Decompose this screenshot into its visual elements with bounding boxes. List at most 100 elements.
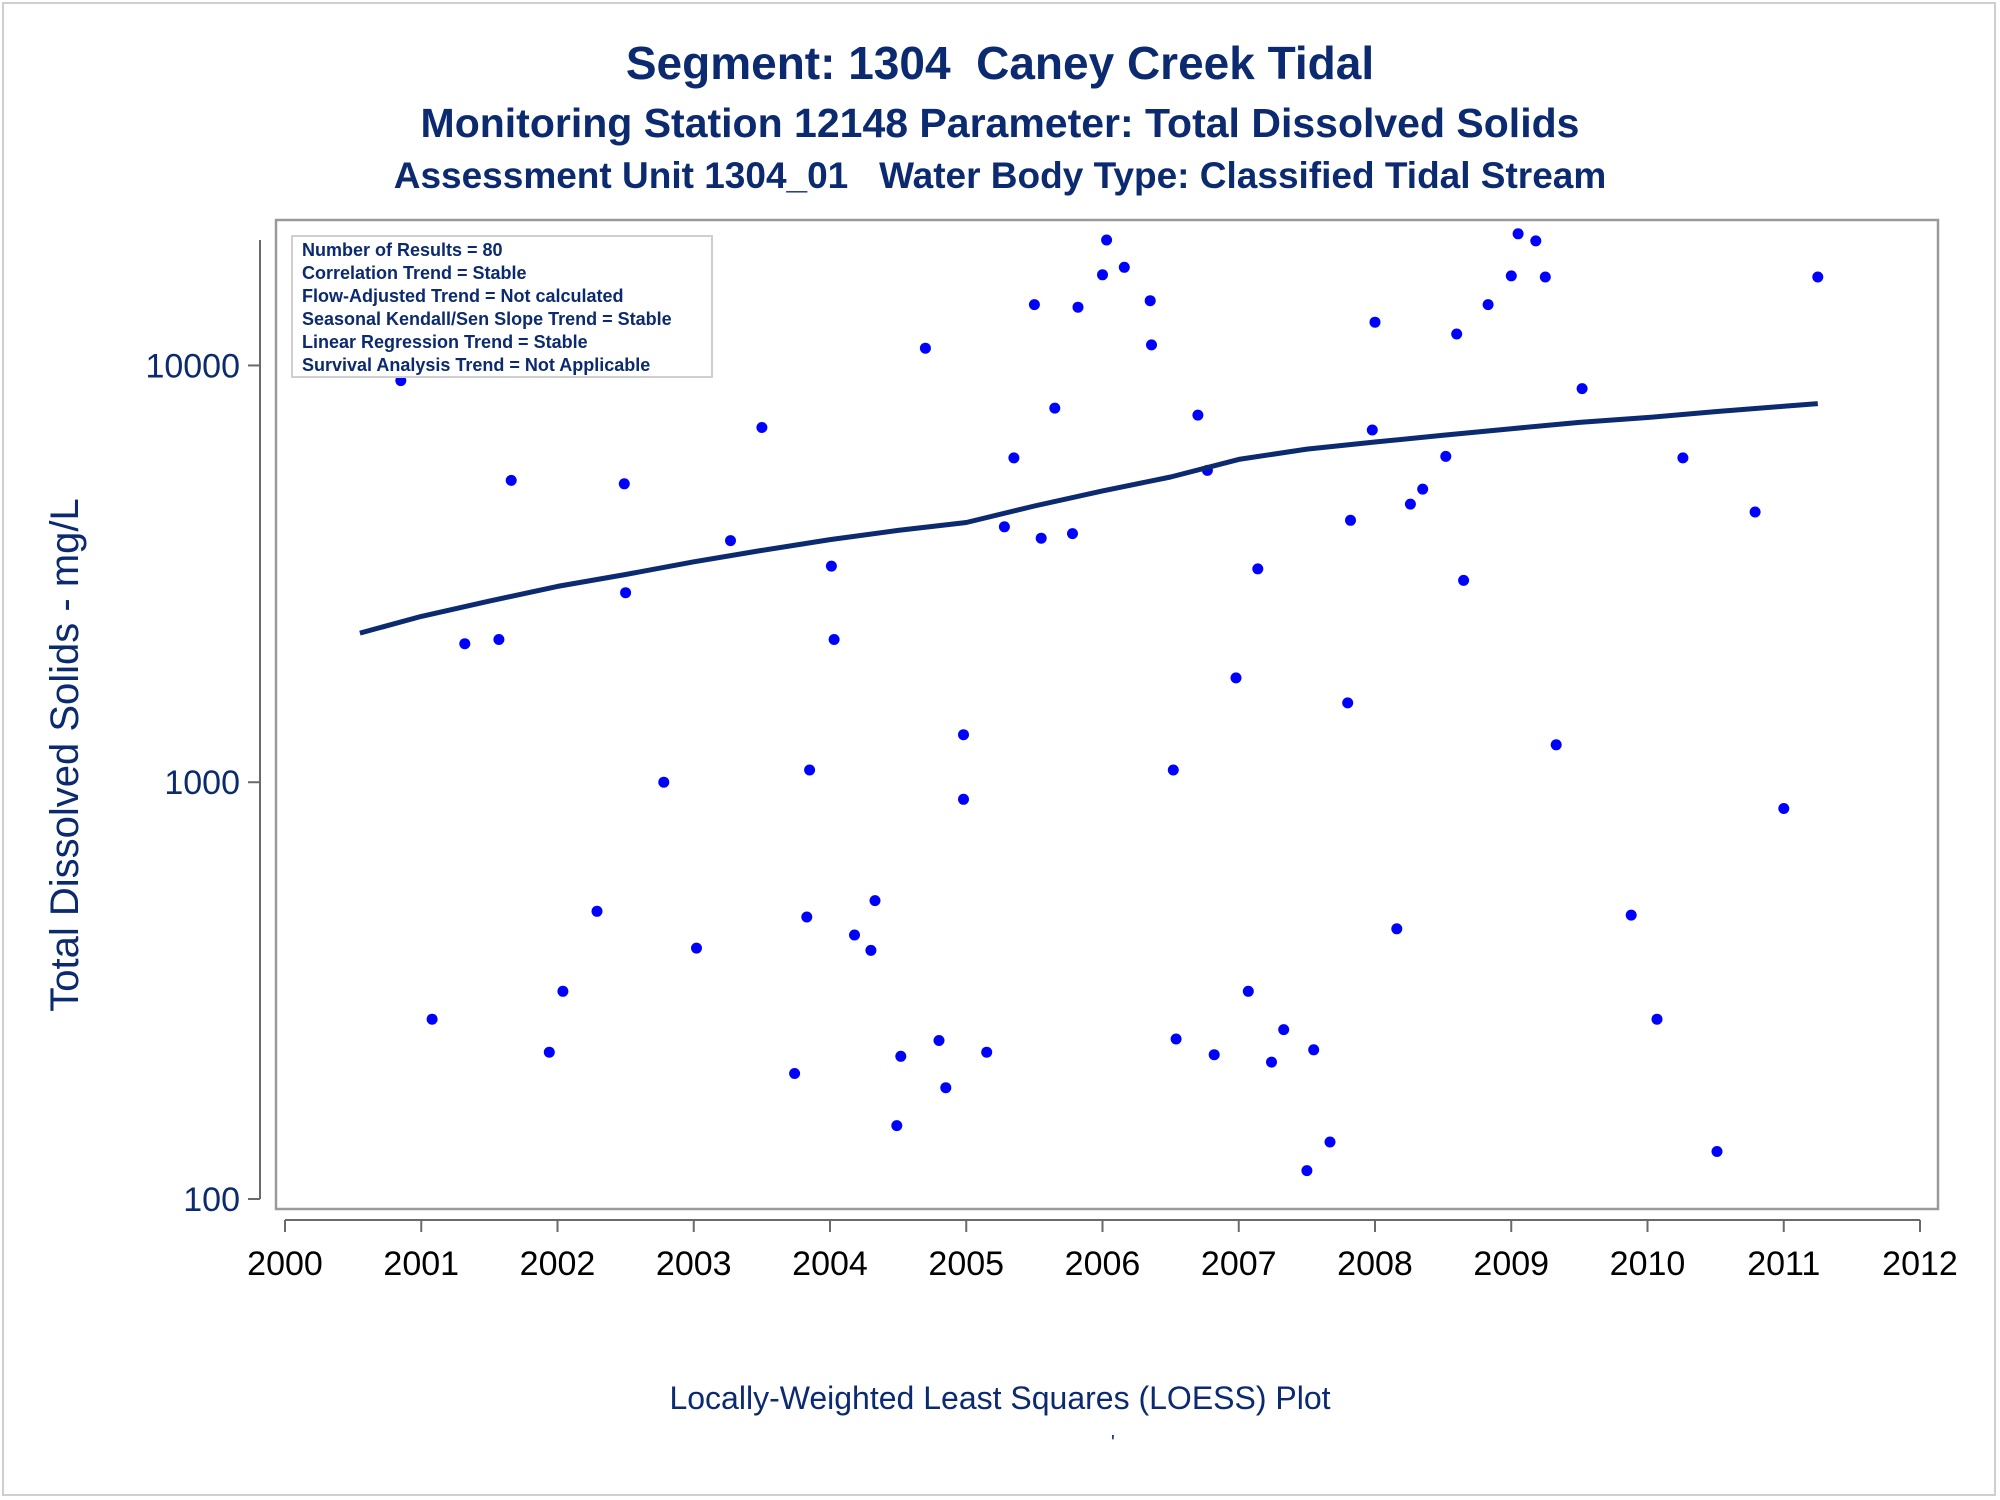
chart-subtitle: Monitoring Station 12148 Parameter: Tota… [420, 100, 1580, 146]
data-point [725, 535, 736, 547]
data-point [869, 895, 881, 907]
data-point [1146, 339, 1157, 351]
stats-line: Seasonal Kendall/Sen Slope Trend = Stabl… [302, 309, 672, 329]
data-point [1625, 909, 1637, 921]
data-point [1008, 452, 1020, 464]
data-point [1144, 295, 1156, 307]
data-point [1242, 985, 1254, 997]
data-point [933, 1035, 945, 1046]
data-point [1576, 383, 1588, 395]
data-point [505, 474, 517, 486]
stats-line: Survival Analysis Trend = Not Applicable [302, 355, 650, 375]
stats-line: Flow-Adjusted Trend = Not calculated [302, 286, 624, 306]
data-point [591, 905, 603, 917]
stats-box-border [291, 235, 713, 378]
data-point [658, 776, 670, 788]
x-tick-label: 2002 [520, 1245, 596, 1283]
data-point [801, 911, 813, 923]
data-point [691, 942, 702, 954]
data-point [1208, 1049, 1220, 1061]
stats-line: Correlation Trend = Stable [302, 263, 527, 283]
data-point [1651, 1013, 1663, 1025]
data-point [958, 793, 969, 805]
data-point [1369, 316, 1381, 328]
data-point [891, 1120, 903, 1132]
data-point [895, 1050, 907, 1062]
data-point [618, 478, 630, 490]
data-point [620, 587, 632, 599]
data-point [1711, 1146, 1723, 1157]
data-point [940, 1082, 952, 1094]
data-point [493, 634, 505, 645]
data-point [1458, 574, 1470, 586]
data-point [1505, 270, 1517, 282]
data-point [919, 342, 931, 354]
data-point [557, 985, 569, 997]
data-point [1192, 409, 1204, 421]
data-point [1035, 532, 1047, 544]
data-point [828, 634, 840, 645]
data-point [1345, 514, 1356, 526]
data-point [543, 1046, 555, 1058]
data-point [1072, 301, 1084, 313]
stats-box: Number of Results = 80 Correlation Trend… [291, 235, 713, 378]
data-point [1482, 299, 1494, 311]
x-tick-label: 2008 [1337, 1245, 1413, 1283]
chart-title: Segment: 1304 Caney Creek Tidal [625, 37, 1375, 89]
x-tick-label: 2012 [1882, 1245, 1958, 1283]
loess-line [359, 401, 1818, 636]
data-point [1440, 450, 1452, 462]
x-tick-label: 2005 [928, 1245, 1004, 1283]
y-tick-label: 1000 [164, 764, 240, 802]
data-point [1778, 803, 1790, 814]
data-point [1677, 452, 1689, 464]
footnote: Locally-Weighted Least Squares (LOESS) P… [669, 1380, 1331, 1416]
data-point [1252, 563, 1264, 575]
x-tick-label: 2011 [1747, 1245, 1820, 1283]
data-point [849, 929, 860, 941]
data-point [1067, 528, 1078, 540]
chart-subtitle-2: Assessment Unit 1304_01 Water Body Type:… [393, 155, 1607, 196]
plot-area [274, 218, 1940, 1211]
data-point [1028, 299, 1040, 311]
data-point [1417, 483, 1429, 495]
data-point [1342, 697, 1354, 709]
data-point [1512, 228, 1524, 240]
data-point [958, 729, 969, 741]
data-point [1301, 1165, 1313, 1177]
x-tick-label: 2003 [656, 1245, 732, 1283]
x-tick-label: 2004 [792, 1245, 868, 1283]
data-point [756, 422, 768, 433]
data-point [1366, 424, 1378, 436]
y-axis-label: Total Dissolved Solids - mg/L [43, 498, 87, 1012]
data-point [1308, 1044, 1320, 1056]
x-tick-label: 2001 [383, 1245, 459, 1283]
data-point [1451, 328, 1463, 340]
data-point [789, 1068, 801, 1079]
data-point [1170, 1033, 1182, 1045]
data-point [1266, 1056, 1277, 1068]
data-point [1049, 402, 1061, 414]
data-point [1539, 271, 1551, 283]
footnote-mark: ' [1111, 1432, 1115, 1454]
data-point [1230, 672, 1242, 684]
x-tick-label: 2009 [1473, 1245, 1549, 1283]
data-point [1391, 923, 1403, 935]
data-point [998, 521, 1010, 533]
x-tick-label: 2010 [1610, 1245, 1686, 1283]
data-point [825, 560, 837, 572]
data-point [865, 944, 877, 956]
data-point [981, 1046, 993, 1058]
data-point [804, 764, 816, 776]
data-point [1749, 506, 1761, 518]
data-point [1097, 269, 1108, 281]
y-tick-label: 10000 [145, 347, 240, 385]
data-point [1812, 271, 1824, 283]
x-tick-label: 2006 [1065, 1245, 1141, 1283]
data-point [1101, 234, 1113, 246]
data-point [1404, 498, 1416, 510]
data-points [354, 228, 1824, 1177]
data-point [1530, 235, 1542, 247]
